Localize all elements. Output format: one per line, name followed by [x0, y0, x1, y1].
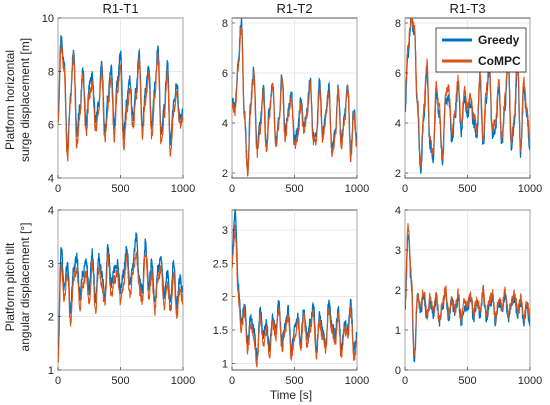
x-tick-label-r2c1: 1000 — [171, 375, 195, 387]
y-tick-label-r1c1: 10 — [42, 13, 54, 25]
y-tick-label-r2c1: 1 — [48, 365, 54, 377]
panel-r1c2: 0 500 1000 2 4 6 8 R1-T2 — [222, 1, 369, 195]
x-tick-label-r2c2: 1000 — [345, 375, 369, 387]
y-tick-label-r2c2: 1 — [222, 358, 228, 370]
y-tick-label-r1c2: 8 — [222, 18, 228, 30]
legend-label-greedy: Greedy — [478, 33, 520, 47]
y-tick-label-r1c1: 4 — [48, 173, 54, 185]
x-tick-label-r1c2: 0 — [229, 183, 235, 195]
y-tick-label-r1c1: 8 — [48, 66, 54, 78]
panel-r1c1: 0 500 1000 4 6 8 10 R1-T1 — [42, 1, 195, 195]
x-tick-label-r1c1: 1000 — [171, 183, 195, 195]
x-tick-label-r2c3: 1000 — [518, 375, 542, 387]
y-tick-label-r2c2: 2 — [222, 292, 228, 304]
x-tick-label-r2c3: 0 — [402, 375, 408, 387]
y-tick-label-r1c3: 6 — [395, 68, 401, 80]
series-compc-r1c2 — [232, 26, 357, 177]
y-tick-label-r2c1: 2 — [48, 312, 54, 324]
x-axis-label: Time [s] — [270, 388, 312, 402]
x-tick-label-r1c3: 0 — [402, 183, 408, 195]
y-tick-label-r2c3: 2 — [395, 285, 401, 297]
y-tick-label-r1c2: 4 — [222, 118, 228, 130]
y-tick-label-r2c1: 4 — [48, 205, 54, 217]
panel-title-r1c2: R1-T2 — [276, 1, 312, 16]
y-tick-label-r1c1: 6 — [48, 120, 54, 132]
y-tick-label-r1c2: 6 — [222, 68, 228, 80]
x-tick-label-r1c1: 0 — [55, 183, 61, 195]
y-tick-label-r2c3: 0 — [395, 365, 401, 377]
y-tick-label-r2c3: 3 — [395, 245, 401, 257]
legend-box — [435, 27, 527, 73]
x-tick-label-r2c1: 500 — [111, 375, 129, 387]
y-tick-label-r2c2: 2.5 — [213, 258, 228, 270]
row2-ylabel-line2: angular displacement [°] — [18, 223, 32, 352]
x-tick-label-r2c3: 500 — [458, 375, 476, 387]
x-tick-label-r1c1: 500 — [111, 183, 129, 195]
y-tick-label-r1c2: 2 — [222, 168, 228, 180]
series-compc-r1c3 — [405, 18, 530, 168]
y-tick-label-r1c3: 8 — [395, 18, 401, 30]
y-tick-label-r2c1: 3 — [48, 258, 54, 270]
x-tick-label-r1c2: 500 — [285, 183, 303, 195]
x-tick-label-r1c2: 1000 — [345, 183, 369, 195]
x-tick-label-r2c2: 500 — [285, 375, 303, 387]
row2-ylabel-line1: Platform pitch tilt — [3, 242, 17, 331]
y-tick-label-r2c3: 1 — [395, 325, 401, 337]
panel-r2c2: 0 500 1000 1 1.5 2 2.5 3 — [213, 209, 369, 387]
x-tick-label-r2c1: 0 — [55, 375, 61, 387]
x-tick-label-r1c3: 1000 — [518, 183, 542, 195]
x-tick-label-r1c3: 500 — [458, 183, 476, 195]
y-tick-label-r1c3: 2 — [395, 168, 401, 180]
panel-title-r1c3: R1-T3 — [449, 1, 485, 16]
series-compc-r2c2 — [232, 224, 357, 368]
y-tick-label-r2c3: 4 — [395, 205, 401, 217]
panel-r2c3: 0 500 1000 0 1 2 3 4 — [395, 205, 542, 387]
series-compc-r1c1 — [58, 43, 183, 162]
row1-ylabel-line2: surge displacement [m] — [18, 38, 32, 162]
legend: Greedy CoMPC — [435, 27, 527, 73]
series-greedy-r1c1 — [58, 35, 183, 152]
series-compc-r2c3 — [405, 223, 530, 356]
y-tick-label-r2c2: 3 — [222, 225, 228, 237]
legend-label-compc: CoMPC — [478, 54, 521, 68]
y-tick-label-r2c2: 1.5 — [213, 325, 228, 337]
panel-title-r1c1: R1-T1 — [102, 1, 138, 16]
series-compc-r2c1 — [58, 251, 183, 363]
row1-ylabel-line1: Platform horizontal — [3, 50, 17, 150]
x-tick-label-r2c2: 0 — [229, 375, 235, 387]
y-tick-label-r1c3: 4 — [395, 118, 401, 130]
panel-r2c1: 0 500 1000 1 2 3 4 — [48, 205, 195, 387]
